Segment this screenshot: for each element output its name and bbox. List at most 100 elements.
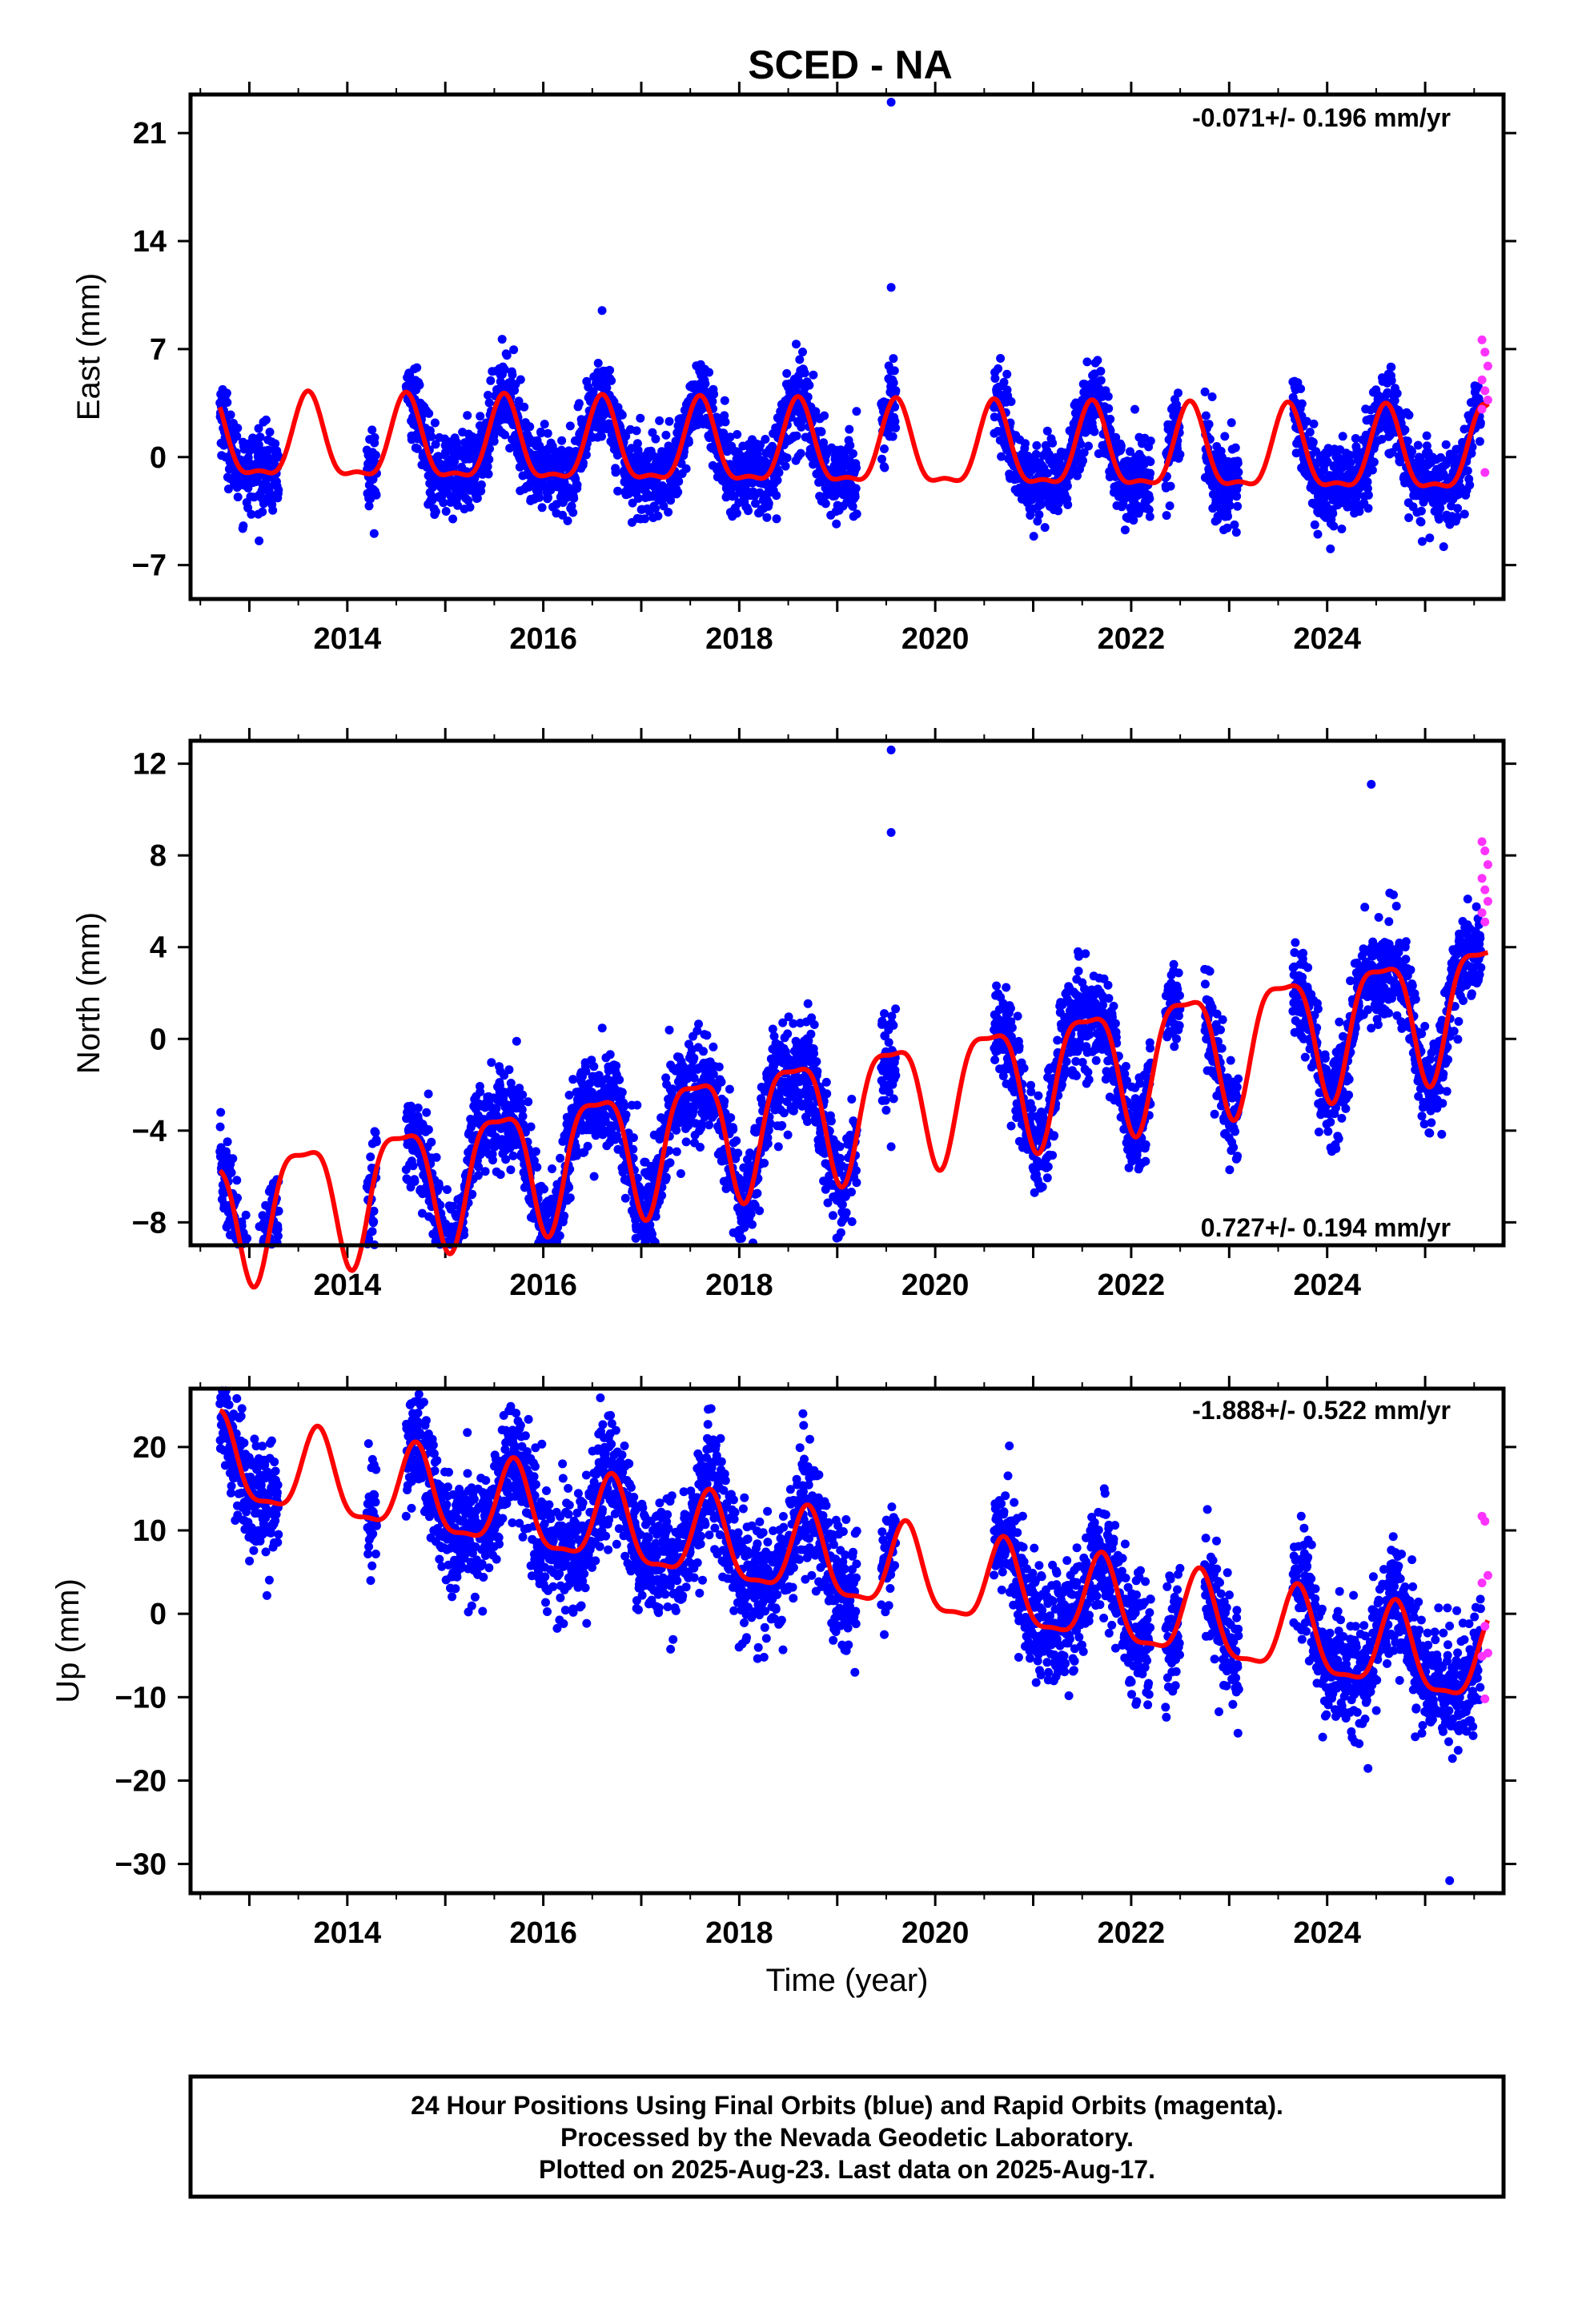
- final-orbit-point: [607, 376, 616, 385]
- final-orbit-point: [1404, 513, 1414, 522]
- final-orbit-point: [476, 480, 486, 489]
- final-orbit-point: [512, 1036, 521, 1046]
- rapid-orbit-point: [1477, 375, 1487, 384]
- final-orbit-point: [524, 1097, 533, 1107]
- final-orbit-point: [1441, 440, 1451, 449]
- final-orbit-point: [651, 434, 661, 444]
- final-orbit-point: [1096, 367, 1106, 376]
- final-orbit-point: [540, 420, 549, 429]
- final-orbit-point: [232, 1176, 242, 1185]
- final-orbit-point: [463, 411, 472, 420]
- final-orbit-point: [484, 398, 494, 408]
- final-orbit-point: [1116, 441, 1126, 451]
- final-orbit-point: [617, 410, 627, 420]
- final-orbit-point: [597, 432, 606, 441]
- final-orbit-point: [1040, 523, 1050, 533]
- final-orbit-point: [1425, 533, 1435, 543]
- final-orbit-point: [696, 1143, 705, 1152]
- final-orbit-point: [525, 422, 535, 432]
- final-orbit-point: [427, 1137, 436, 1147]
- final-orbit-point: [676, 1169, 685, 1178]
- final-orbit-point: [1145, 494, 1154, 504]
- final-orbit-point: [1146, 457, 1155, 466]
- final-orbit-point: [665, 416, 674, 426]
- final-orbit-point: [1084, 441, 1093, 451]
- final-orbit-point: [792, 340, 801, 349]
- final-orbit-point: [891, 386, 901, 396]
- final-orbit-point: [891, 423, 901, 432]
- final-orbit-point: [628, 1144, 638, 1154]
- final-orbit-point: [563, 516, 572, 525]
- final-orbit-point: [1305, 428, 1315, 437]
- final-orbit-point: [852, 509, 861, 519]
- final-orbit-point: [597, 1023, 607, 1033]
- final-orbit-point: [1093, 356, 1102, 365]
- final-orbit-point: [484, 391, 492, 400]
- final-orbit-point: [886, 98, 896, 107]
- final-orbit-point: [792, 431, 801, 440]
- final-orbit-point: [415, 380, 424, 390]
- final-orbit-point: [1130, 404, 1139, 414]
- final-orbit-point: [1296, 384, 1306, 393]
- final-orbit-point: [589, 1172, 599, 1181]
- final-orbit-point: [636, 413, 645, 423]
- final-orbit-point: [665, 1158, 675, 1168]
- final-orbit-point: [1326, 544, 1335, 553]
- final-orbit-point: [589, 1062, 599, 1072]
- final-orbit-point: [508, 370, 517, 380]
- rapid-orbit-point: [1480, 348, 1490, 357]
- final-orbit-point: [761, 435, 770, 444]
- final-orbit-point: [369, 1216, 379, 1226]
- final-orbit-point: [744, 506, 753, 516]
- final-orbit-point: [640, 514, 649, 524]
- final-orbit-point: [265, 428, 275, 436]
- x-tick-label: 2024: [1293, 1269, 1361, 1302]
- rapid-orbit-point: [1480, 386, 1490, 396]
- final-orbit-point: [672, 1147, 681, 1156]
- final-orbit-point: [1392, 388, 1402, 398]
- final-orbit-point: [274, 485, 283, 495]
- final-orbit-point: [681, 464, 691, 473]
- final-orbit-point: [1233, 458, 1243, 468]
- final-orbit-point: [504, 1065, 514, 1075]
- final-orbit-point: [850, 492, 860, 501]
- final-orbit-point: [1363, 504, 1373, 513]
- rapid-orbit-point: [1477, 335, 1487, 344]
- x-tick-label: 2018: [705, 622, 773, 656]
- final-orbit-point: [848, 501, 857, 511]
- final-orbit-point: [1337, 525, 1347, 533]
- final-orbit-point: [1054, 506, 1063, 516]
- final-orbit-point: [263, 452, 272, 462]
- final-orbit-point: [764, 499, 773, 509]
- final-orbit-point: [615, 1075, 624, 1084]
- final-orbit-point: [501, 1155, 511, 1164]
- final-orbit-point: [684, 437, 693, 447]
- final-orbit-point: [564, 1183, 574, 1192]
- final-orbit-point: [424, 1089, 433, 1099]
- final-orbit-point: [1200, 387, 1210, 396]
- final-orbit-point: [583, 1141, 592, 1151]
- final-orbit-point: [732, 509, 741, 518]
- final-orbit-point: [1201, 411, 1211, 420]
- final-orbit-point: [1387, 363, 1396, 372]
- final-orbit-point: [412, 363, 422, 372]
- final-orbit-point: [431, 507, 440, 517]
- final-orbit-point: [720, 1096, 729, 1106]
- final-orbit-point: [223, 1137, 232, 1147]
- final-orbit-point: [1062, 481, 1072, 491]
- final-orbit-point: [273, 1231, 283, 1240]
- y-tick-label: 21: [133, 117, 167, 151]
- final-orbit-point: [226, 410, 235, 420]
- final-orbit-point: [1400, 425, 1410, 435]
- final-orbit-point: [544, 493, 552, 502]
- final-orbit-point: [597, 306, 607, 316]
- final-orbit-point: [1021, 439, 1030, 448]
- panel-east-frame: [188, 92, 1506, 601]
- final-orbit-point: [255, 536, 264, 545]
- final-orbit-point: [472, 493, 482, 503]
- final-orbit-point: [1328, 509, 1338, 518]
- final-orbit-point: [476, 1088, 485, 1096]
- final-orbit-point: [476, 412, 485, 421]
- final-orbit-point: [1435, 514, 1443, 524]
